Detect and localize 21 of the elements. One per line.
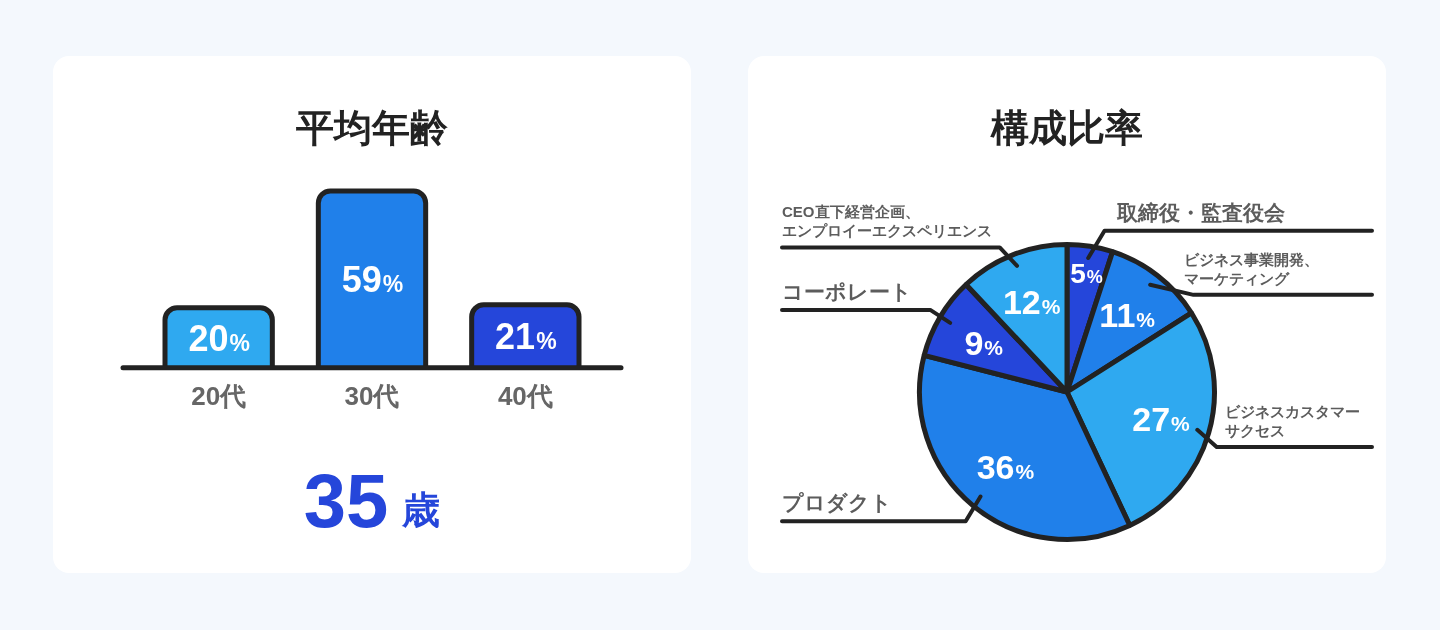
- slice-label: CEO直下経営企画、エンプロイーエクスペリエンス: [782, 203, 992, 240]
- slice-label: ビジネス事業開発、マーケティング: [1183, 250, 1319, 287]
- x-tick-label: 20代: [191, 380, 247, 411]
- text: 35 歳: [303, 458, 441, 543]
- data-label: 11%: [1099, 296, 1156, 335]
- slice-label: 取締役・監査役会: [1115, 200, 1286, 224]
- data-label: 12%: [1002, 282, 1061, 321]
- data-label: 20%: [188, 317, 250, 359]
- chart-title: 構成比率: [989, 106, 1144, 151]
- x-tick-label: 30代: [344, 380, 400, 411]
- data-label: 59%: [341, 259, 404, 301]
- data-label: 5%: [1070, 257, 1103, 289]
- data-label: 9%: [964, 323, 1004, 362]
- data-label: 21%: [495, 316, 557, 358]
- data-label: 36%: [976, 448, 1035, 487]
- slice-label: ビジネスカスタマーサクセス: [1224, 403, 1360, 440]
- chart-title: 平均年齢: [295, 106, 449, 151]
- x-tick-label: 40代: [497, 380, 553, 411]
- slice-label: コーポレート: [782, 279, 912, 303]
- slice-label: プロダクト: [782, 491, 892, 515]
- data-label: 27%: [1132, 400, 1191, 439]
